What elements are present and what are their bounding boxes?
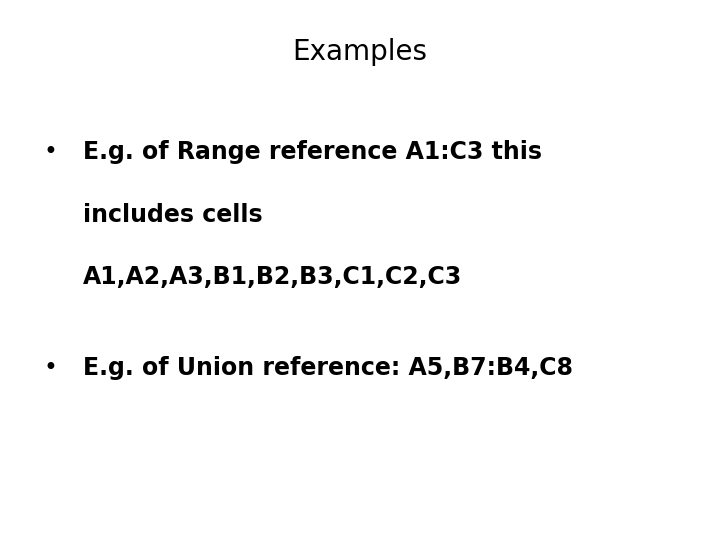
Text: E.g. of Union reference: A5,B7:B4,C8: E.g. of Union reference: A5,B7:B4,C8 <box>83 356 573 380</box>
Text: A1,A2,A3,B1,B2,B3,C1,C2,C3: A1,A2,A3,B1,B2,B3,C1,C2,C3 <box>83 265 462 288</box>
Text: Examples: Examples <box>292 38 428 66</box>
Text: •: • <box>43 356 57 380</box>
Text: includes cells: includes cells <box>83 202 262 226</box>
Text: •: • <box>43 140 57 164</box>
Text: E.g. of Range reference A1:C3 this: E.g. of Range reference A1:C3 this <box>83 140 541 164</box>
